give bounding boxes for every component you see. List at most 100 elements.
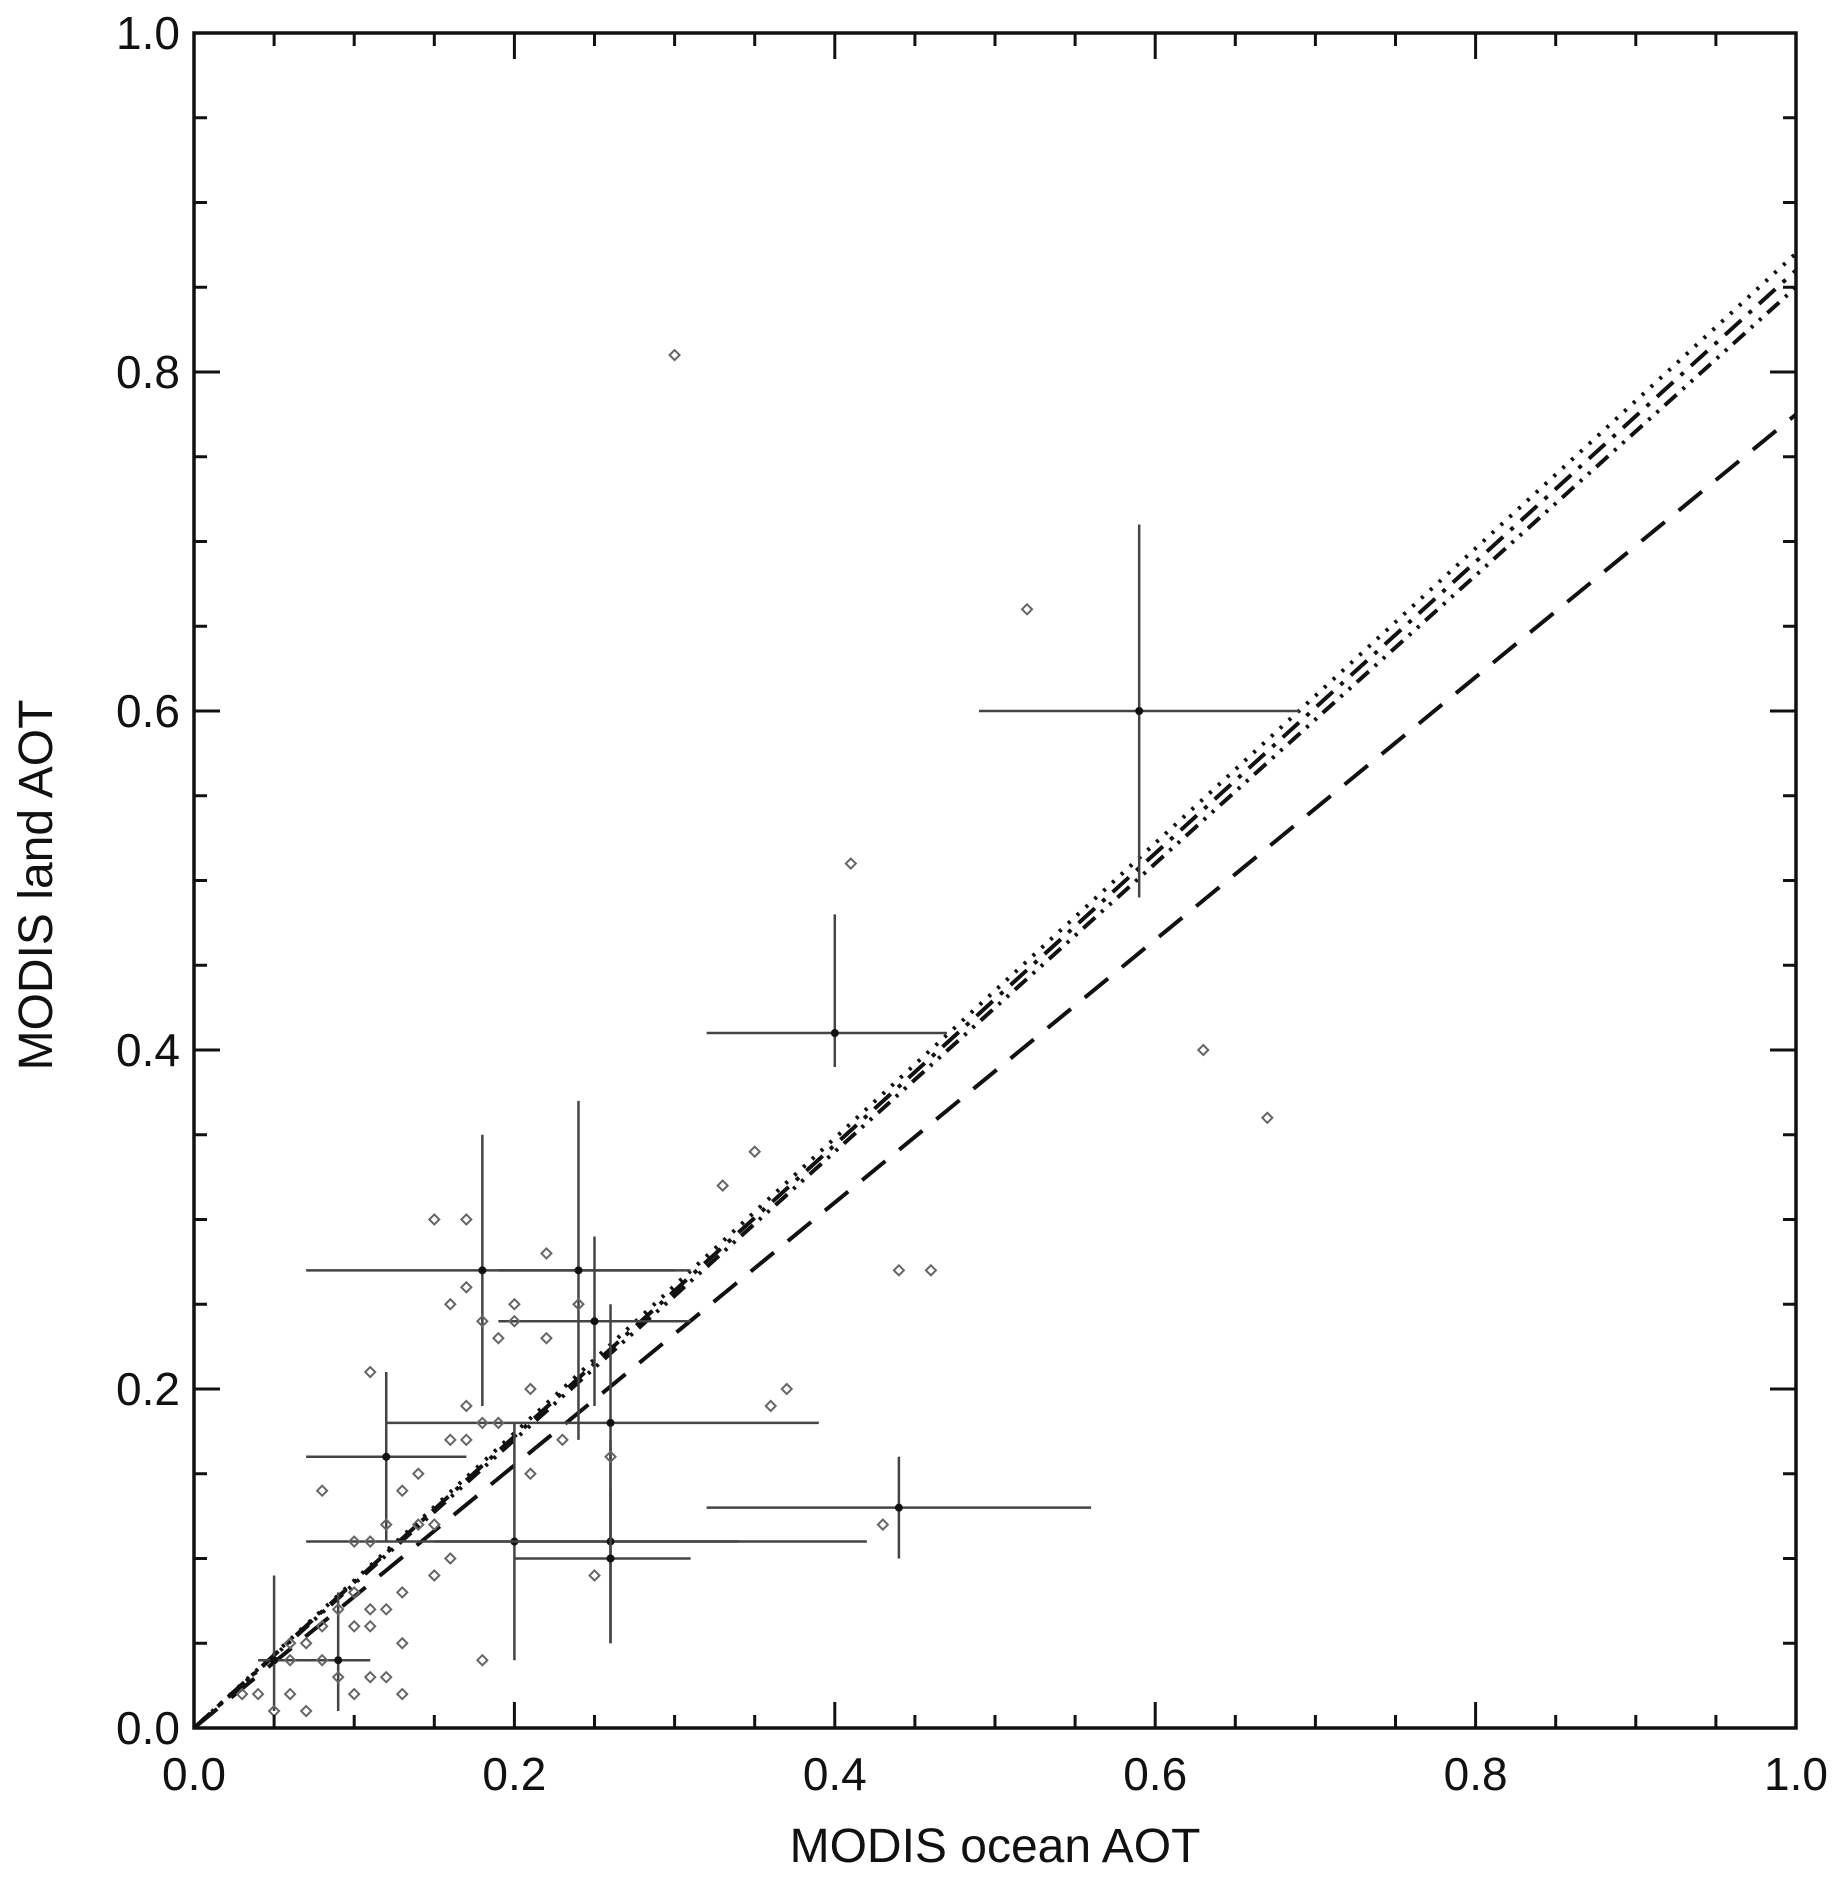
data-point [379, 1670, 393, 1684]
data-point [315, 1653, 329, 1667]
x-tick-label: 1.0 [1764, 1748, 1828, 1800]
data-point [475, 1653, 489, 1667]
data-point [427, 1213, 441, 1226]
error-bar-center [1135, 707, 1144, 715]
data-point [363, 1365, 377, 1379]
error-bar-center [478, 1266, 487, 1275]
data-point [588, 1569, 601, 1582]
data-point [395, 1484, 409, 1498]
error-bar-center [334, 1656, 343, 1665]
data-point [443, 1297, 457, 1311]
data-point [540, 1246, 553, 1260]
data-point [844, 857, 858, 870]
data-point [283, 1653, 297, 1667]
error-bar-center [830, 1029, 839, 1038]
fit-line-dash-dot [192, 268, 1798, 1730]
data-point [395, 1585, 409, 1599]
x-tick-label: 0.2 [482, 1748, 546, 1800]
error-bar-center [270, 1656, 279, 1665]
y-tick-label: 0.4 [116, 1024, 180, 1076]
y-tick-label: 0.0 [116, 1702, 180, 1754]
axis-ticks [192, 31, 1798, 1730]
error-bar-center [606, 1554, 615, 1563]
error-bar-2 [706, 914, 947, 1067]
x-tick-label: 0.6 [1123, 1748, 1187, 1800]
data-point [363, 1602, 377, 1616]
data-point [363, 1535, 377, 1548]
data-point [331, 1670, 345, 1684]
data-point [395, 1636, 409, 1650]
data-point [347, 1619, 361, 1633]
data-point [491, 1331, 505, 1345]
data-point [363, 1670, 377, 1684]
data-point [443, 1433, 457, 1447]
data-point [411, 1467, 425, 1481]
data-point [395, 1687, 409, 1701]
data-point [764, 1399, 778, 1413]
data-point [411, 1518, 425, 1532]
data-point [331, 1602, 345, 1616]
fit-line-dash-dot-dot [192, 285, 1798, 1730]
fit-line-dotted [192, 251, 1798, 1730]
y-tick-label: 0.8 [116, 346, 180, 398]
data-point [1260, 1111, 1274, 1125]
data-point [668, 348, 682, 362]
y-tick-label: 1.0 [116, 7, 180, 59]
data-point [475, 1416, 489, 1430]
error-bar-1 [978, 524, 1300, 898]
data-point [379, 1518, 393, 1532]
data-point [347, 1687, 361, 1701]
data-point [1020, 602, 1034, 616]
data-point [427, 1518, 441, 1532]
fit-line-dashed [192, 412, 1798, 1730]
data-point [459, 1399, 473, 1413]
data-point [524, 1467, 537, 1481]
error-bar-13 [290, 1592, 371, 1712]
data-point [556, 1433, 569, 1447]
error-bar-11 [514, 1490, 691, 1644]
data-point [540, 1331, 553, 1345]
error-bar-center [590, 1317, 599, 1326]
data-point [876, 1518, 890, 1532]
data-point [716, 1179, 730, 1193]
error-bar-center [894, 1503, 903, 1512]
data-point [524, 1382, 537, 1396]
error-bars [258, 524, 1300, 1712]
data-point [507, 1297, 521, 1311]
data-point [283, 1636, 297, 1650]
x-tick-label: 0.0 [162, 1748, 226, 1800]
data-point [459, 1433, 473, 1447]
error-bar-center [574, 1266, 583, 1275]
data-point [379, 1602, 393, 1616]
data-point [604, 1450, 617, 1464]
data-point [924, 1263, 938, 1277]
data-point [235, 1687, 249, 1701]
y-tick-label: 0.2 [116, 1363, 180, 1415]
error-bar-3 [706, 1456, 1092, 1559]
data-point [892, 1263, 906, 1277]
y-axis-label: MODIS land AOT [10, 700, 63, 1071]
data-point [459, 1213, 473, 1226]
data-point [347, 1585, 361, 1599]
data-point [491, 1416, 505, 1430]
data-point [507, 1314, 521, 1328]
tick-labels: 0.0 0.2 0.4 0.6 0.8 1.0 0.0 0.2 0.4 0.6 0.8 1.0 [116, 7, 1828, 1800]
x-axis-label: MODIS ocean AOT [790, 1820, 1201, 1873]
data-point [315, 1619, 329, 1633]
data-point [780, 1382, 794, 1396]
error-bar-6 [498, 1236, 691, 1406]
x-tick-label: 0.4 [803, 1748, 867, 1800]
fit-lines [192, 251, 1798, 1730]
data-point [299, 1636, 313, 1650]
data-point [572, 1297, 585, 1311]
data-points [235, 348, 1274, 1718]
data-point [315, 1484, 329, 1498]
data-point [1196, 1043, 1210, 1057]
error-bar-center [382, 1452, 391, 1461]
error-bar-8 [306, 1372, 467, 1542]
data-point [459, 1280, 473, 1294]
data-point [443, 1552, 457, 1565]
